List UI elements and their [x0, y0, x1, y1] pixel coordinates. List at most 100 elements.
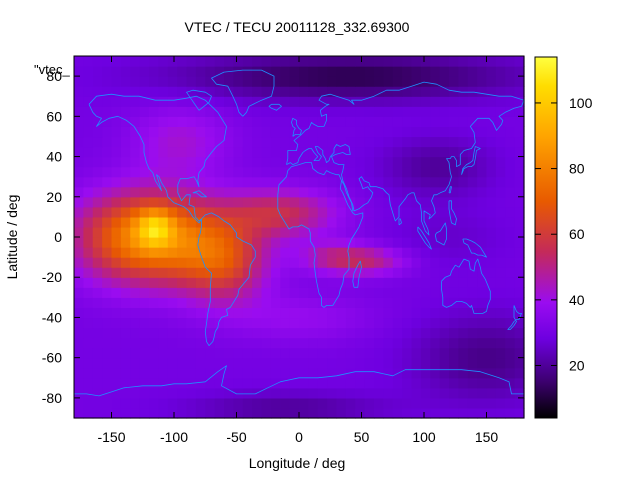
heatmap-cell — [252, 367, 263, 379]
heatmap-cell — [195, 397, 206, 409]
heatmap-cell — [299, 357, 309, 369]
heatmap-cell — [280, 156, 291, 168]
heatmap-cell — [158, 56, 169, 67]
heatmap-cell — [74, 387, 84, 399]
heatmap-cell — [280, 116, 291, 127]
heatmap-cell — [430, 96, 441, 107]
heatmap-cell — [261, 347, 272, 359]
heatmap-cell — [289, 357, 300, 369]
heatmap-cell — [458, 337, 469, 349]
heatmap-cell — [336, 257, 347, 268]
heatmap-cell — [242, 367, 253, 379]
heatmap-cell — [402, 237, 413, 248]
heatmap-cell — [355, 407, 366, 419]
heatmap-cell — [514, 116, 525, 127]
heatmap-cell — [120, 66, 131, 77]
heatmap-cell — [195, 357, 206, 369]
heatmap-cell — [505, 76, 516, 87]
heatmap-cell — [280, 267, 291, 278]
heatmap-cell — [449, 166, 459, 178]
heatmap-cell — [327, 357, 338, 369]
heatmap-cell — [299, 216, 309, 228]
heatmap-cell — [139, 186, 150, 198]
heatmap-cell — [364, 176, 375, 188]
heatmap-cell — [130, 156, 141, 168]
heatmap-cell — [430, 317, 441, 329]
heatmap-cell — [195, 337, 206, 349]
heatmap-cell — [111, 186, 122, 198]
heatmap-cell — [149, 337, 159, 349]
heatmap-cell — [392, 347, 403, 359]
heatmap-cell — [149, 106, 159, 117]
heatmap-cell — [402, 317, 413, 329]
heatmap-cell — [308, 86, 319, 97]
heatmap-cell — [280, 327, 291, 339]
heatmap-cell — [139, 327, 150, 339]
y-tick-label: -80 — [42, 390, 62, 406]
heatmap-cell — [214, 176, 225, 188]
heatmap-cell — [195, 407, 206, 419]
heatmap-cell — [336, 287, 347, 298]
heatmap-cell — [374, 347, 384, 359]
heatmap-cell — [177, 277, 188, 288]
heatmap-cell — [224, 267, 234, 278]
heatmap-cell — [186, 347, 197, 359]
heatmap-cell — [355, 397, 366, 409]
heatmap-cell — [514, 287, 525, 298]
heatmap-cell — [514, 196, 525, 208]
heatmap-cell — [139, 347, 150, 359]
heatmap-cell — [449, 387, 459, 399]
heatmap-cell — [327, 226, 338, 238]
heatmap-cell — [336, 407, 347, 419]
heatmap-cell — [120, 337, 131, 349]
heatmap-cell — [74, 156, 84, 168]
heatmap-cell — [270, 106, 281, 117]
heatmap-cell — [317, 357, 328, 369]
heatmap-cell — [280, 257, 291, 268]
heatmap-cell — [252, 106, 263, 117]
heatmap-cell — [177, 66, 188, 77]
heatmap-cell — [345, 287, 356, 298]
heatmap-cell — [355, 96, 366, 107]
heatmap-cell — [514, 176, 525, 188]
heatmap-cell — [402, 196, 413, 208]
heatmap-cell — [420, 126, 431, 138]
heatmap-cell — [505, 247, 516, 258]
heatmap-cell — [477, 387, 488, 399]
heatmap-cell — [383, 206, 394, 218]
heatmap-cell — [177, 206, 188, 218]
heatmap-cell — [402, 337, 413, 349]
coastline-antarctica — [74, 365, 524, 397]
heatmap-cell — [186, 267, 197, 278]
heatmap-cell — [214, 126, 225, 138]
heatmap-cell — [308, 407, 319, 419]
heatmap-cell — [120, 267, 131, 278]
heatmap-cell — [130, 96, 141, 107]
heatmap-cell — [120, 126, 131, 138]
heatmap-cell — [355, 136, 366, 148]
heatmap-cell — [505, 317, 516, 329]
heatmap-cell — [130, 267, 141, 278]
heatmap-cell — [139, 367, 150, 379]
heatmap-cell — [233, 357, 244, 369]
heatmap-cell — [280, 407, 291, 419]
heatmap-cell — [205, 126, 216, 138]
heatmap-cell — [355, 337, 366, 349]
heatmap-cell — [252, 166, 263, 178]
heatmap-cell — [467, 337, 478, 349]
heatmap-cell — [149, 226, 159, 238]
heatmap-cell — [449, 277, 459, 288]
heatmap-cell — [514, 357, 525, 369]
heatmap-cell — [430, 76, 441, 87]
heatmap-cell — [242, 327, 253, 339]
heatmap-cell — [327, 257, 338, 268]
heatmap-cell — [149, 56, 159, 67]
heatmap-cell — [139, 56, 150, 67]
heatmap-cell — [261, 377, 272, 389]
heatmap-cell — [514, 76, 525, 87]
heatmap-cell — [214, 116, 225, 127]
heatmap-cell — [233, 387, 244, 399]
heatmap-cell — [495, 186, 506, 198]
heatmap-cell — [477, 277, 488, 288]
heatmap-cell — [92, 66, 103, 77]
